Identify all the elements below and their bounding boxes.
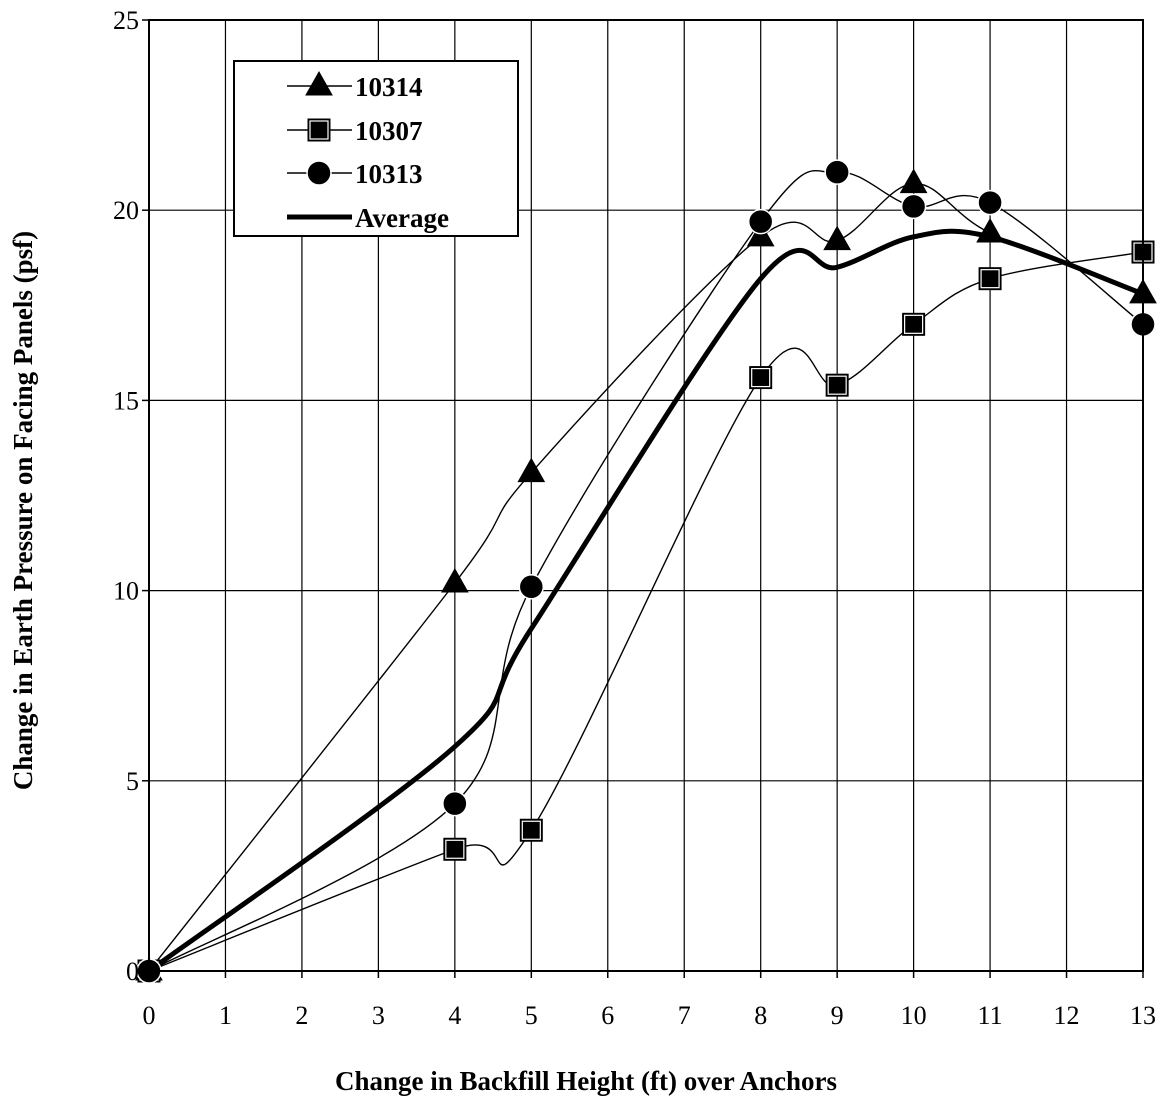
- y-axis-title: Change in Earth Pressure on Facing Panel…: [8, 231, 38, 790]
- x-tick-label: 13: [1130, 1001, 1156, 1030]
- data-point-10307: [978, 267, 1002, 291]
- data-point-10307: [902, 312, 926, 336]
- y-tick-label: 25: [113, 6, 139, 35]
- series-line-10314: [148, 182, 1144, 972]
- x-tick-label: 2: [295, 1001, 308, 1030]
- data-point-10307-highlight: [827, 375, 847, 395]
- data-point-10314: [517, 457, 546, 483]
- data-point-10307-highlight: [521, 820, 541, 840]
- data-point-10307-highlight: [904, 314, 924, 334]
- x-tick-label: 8: [754, 1001, 767, 1030]
- legend-box: [233, 60, 519, 237]
- data-point-10313: [977, 189, 1003, 216]
- legend-marker-10307: [307, 118, 331, 142]
- y-tick-label: 10: [113, 577, 139, 606]
- legend-label: 10314: [355, 72, 423, 102]
- data-point-10314: [976, 218, 1004, 243]
- data-point-10307: [519, 818, 543, 842]
- legend-marker-10314: [305, 70, 333, 96]
- y-tick-label: 0: [126, 957, 139, 986]
- y-tick-label: 5: [126, 767, 139, 796]
- data-point-10314: [899, 168, 928, 194]
- data-point-10307-highlight: [980, 269, 1000, 289]
- data-point-10307-highlight: [751, 367, 771, 388]
- legend-marker-10307-highlight: [309, 120, 329, 140]
- data-point-10307: [443, 837, 467, 861]
- data-point-10307: [825, 373, 849, 397]
- x-tick-label: 4: [448, 1001, 461, 1030]
- data-point-10307-highlight: [445, 839, 465, 859]
- plot-border: [148, 19, 1144, 972]
- x-tick-label: 7: [678, 1001, 691, 1030]
- data-point-10313: [442, 790, 468, 817]
- series-lines: [146, 170, 1146, 974]
- x-tick-label: 5: [525, 1001, 538, 1030]
- series-line-average: [146, 228, 1146, 974]
- y-tick-label: 15: [113, 386, 139, 415]
- legend-label: Average: [355, 203, 449, 233]
- data-point-10313: [824, 159, 850, 185]
- y-tick-label: 20: [113, 196, 139, 225]
- x-tick-label: 12: [1054, 1001, 1080, 1030]
- data-point-10307: [749, 366, 773, 390]
- x-tick-label: 0: [143, 1001, 156, 1030]
- data-point-10313: [900, 193, 927, 220]
- x-tick-label: 3: [372, 1001, 385, 1030]
- legend: 10314 10307 10313 Average: [233, 60, 519, 237]
- x-tick-label: 10: [901, 1001, 927, 1030]
- x-tick-label: 6: [601, 1001, 614, 1030]
- data-point-10314: [823, 225, 852, 251]
- data-point-10314: [440, 567, 469, 593]
- legend-marker-10313: [306, 160, 332, 186]
- x-tick-label: 1: [219, 1001, 232, 1030]
- data-point-10313: [747, 208, 774, 235]
- x-tick-label: 11: [978, 1001, 1003, 1030]
- x-tick-label: 9: [831, 1001, 844, 1030]
- legend-label: 10307: [355, 116, 423, 146]
- series-markers: [135, 159, 1157, 984]
- data-point-10313: [518, 574, 545, 600]
- x-axis-title: Change in Backfill Height (ft) over Anch…: [335, 1066, 837, 1096]
- legend-label: 10313: [355, 159, 423, 189]
- series-line-10313: [148, 170, 1144, 972]
